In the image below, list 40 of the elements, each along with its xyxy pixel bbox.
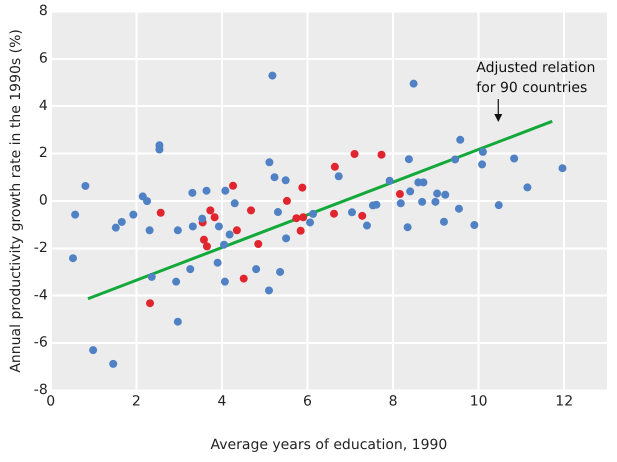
y-tick-label: 4 (38, 98, 48, 114)
x-tick-label: 4 (217, 393, 226, 410)
point (146, 299, 154, 308)
point (296, 226, 305, 235)
point (292, 214, 300, 222)
point (358, 212, 366, 220)
point (298, 184, 306, 192)
x-tick-label: 8 (388, 393, 398, 410)
point (378, 150, 386, 159)
point (282, 196, 291, 205)
point (240, 274, 248, 283)
point (254, 240, 262, 248)
y-tick-label: 6 (38, 50, 48, 66)
y-tick-label: 2 (38, 145, 48, 162)
x-tick-label: 2 (132, 393, 141, 410)
x-tick-label: 10 (470, 393, 488, 410)
y-tick-label: -8 (34, 382, 48, 398)
point (247, 206, 256, 214)
point (206, 206, 214, 214)
point (330, 210, 338, 218)
y-tick-label: -4 (34, 287, 48, 304)
y-tick-label: -6 (34, 334, 48, 351)
point (156, 208, 165, 217)
x-tick-label: 12 (555, 393, 574, 410)
point (232, 226, 241, 234)
point (299, 213, 308, 222)
point (202, 242, 211, 250)
x-tick-label: 6 (303, 393, 312, 410)
point (229, 182, 238, 190)
annotation: Adjusted relation for 90 countries (476, 60, 596, 96)
y-axis-title: Annual productivity growth rate in the 1990s (%) (8, 29, 24, 373)
y-tick-label: 0 (38, 192, 48, 209)
point (210, 213, 219, 222)
point (330, 162, 339, 171)
point (350, 150, 359, 158)
point (200, 236, 208, 244)
y-tick-label: 8 (38, 3, 48, 20)
y-tick-label: -2 (34, 240, 48, 256)
point (396, 190, 404, 198)
x-axis-title: Average years of education, 1990 (210, 437, 448, 454)
